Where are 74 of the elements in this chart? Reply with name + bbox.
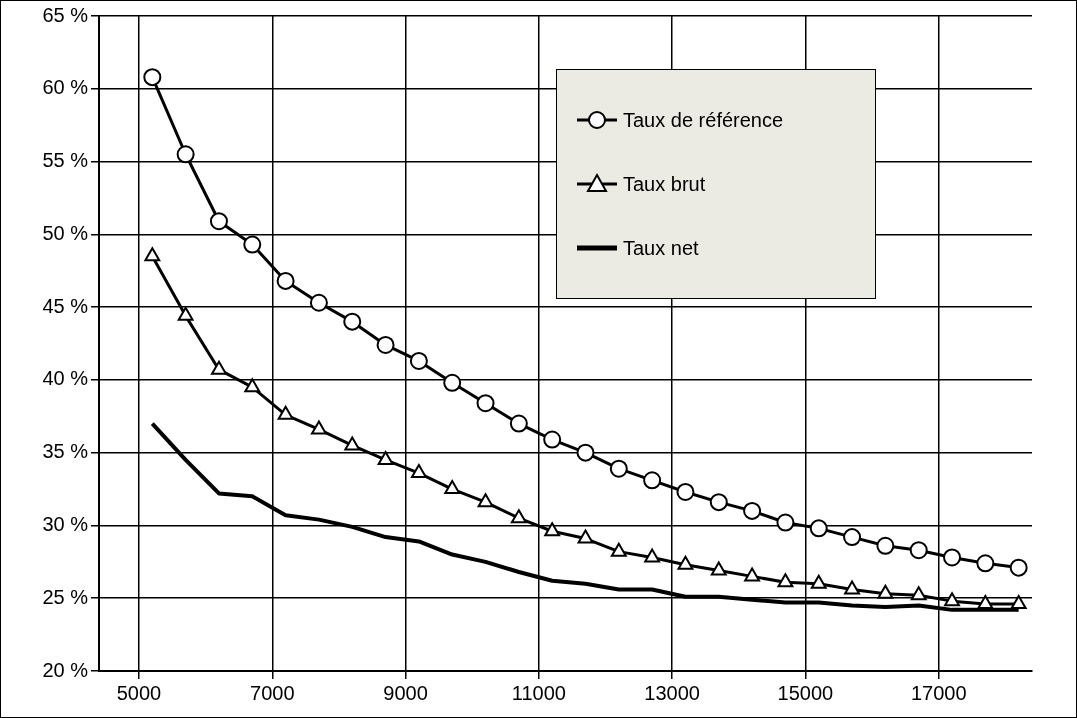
point xyxy=(810,574,827,589)
point xyxy=(943,548,962,567)
point xyxy=(344,436,361,451)
point xyxy=(910,586,927,601)
y-tick-label: 60 % xyxy=(42,76,89,99)
x-tick-label: 17000 xyxy=(910,681,967,704)
point xyxy=(776,513,795,532)
point xyxy=(144,247,161,262)
point xyxy=(1009,558,1028,577)
point xyxy=(777,573,794,588)
point xyxy=(444,480,461,495)
point xyxy=(944,592,960,607)
point xyxy=(909,541,928,560)
point xyxy=(544,522,561,537)
point xyxy=(676,482,695,501)
point xyxy=(644,548,661,563)
x-tick-label: 9000 xyxy=(383,681,428,704)
point xyxy=(610,542,627,557)
point xyxy=(509,414,528,433)
point xyxy=(877,584,894,599)
point xyxy=(310,420,327,435)
y-tick-label: 30 % xyxy=(42,512,89,535)
point xyxy=(876,536,895,555)
point xyxy=(976,554,995,573)
point xyxy=(844,580,860,595)
x-tick-label: 13000 xyxy=(644,681,700,704)
point xyxy=(543,430,562,449)
y-tick-label: 50 % xyxy=(42,221,89,244)
legend-label: Taux net xyxy=(623,236,699,260)
y-tick-label: 45 % xyxy=(42,294,89,317)
point xyxy=(843,528,862,547)
x-tick-label: 11000 xyxy=(511,681,566,704)
y-tick-label: 25 % xyxy=(42,585,89,608)
point xyxy=(376,335,395,354)
y-tick-label: 40 % xyxy=(42,367,89,390)
point xyxy=(809,519,828,538)
point xyxy=(443,373,462,392)
point xyxy=(1010,595,1027,610)
point xyxy=(977,595,994,610)
point xyxy=(276,271,295,290)
y-tick-label: 20 % xyxy=(42,658,89,681)
point xyxy=(744,567,761,582)
point xyxy=(709,493,728,512)
y-tick-label: 55 % xyxy=(42,149,89,172)
legend-label: Taux de référence xyxy=(623,108,784,132)
point xyxy=(243,235,262,254)
point xyxy=(309,293,328,312)
y-tick-label: 35 % xyxy=(42,440,89,463)
point xyxy=(410,464,427,479)
point xyxy=(677,555,694,570)
point xyxy=(177,306,194,321)
x-tick-label: 7000 xyxy=(250,681,295,704)
point xyxy=(277,405,294,420)
point xyxy=(510,509,527,524)
legend-label: Taux brut xyxy=(623,172,706,196)
x-tick-label: 15000 xyxy=(777,681,834,704)
point xyxy=(244,378,261,393)
point xyxy=(209,212,228,231)
y-tick-label: 65 % xyxy=(42,3,89,26)
point xyxy=(743,501,762,520)
point xyxy=(609,459,628,478)
point xyxy=(343,312,362,331)
point xyxy=(643,471,662,490)
point xyxy=(409,351,428,370)
point xyxy=(176,145,195,164)
point xyxy=(477,493,494,508)
point xyxy=(476,394,495,413)
point xyxy=(377,450,394,465)
point xyxy=(577,529,594,544)
point xyxy=(211,360,227,375)
point xyxy=(710,561,727,576)
point xyxy=(143,68,162,87)
x-tick-label: 5000 xyxy=(116,681,162,704)
point xyxy=(576,443,595,462)
